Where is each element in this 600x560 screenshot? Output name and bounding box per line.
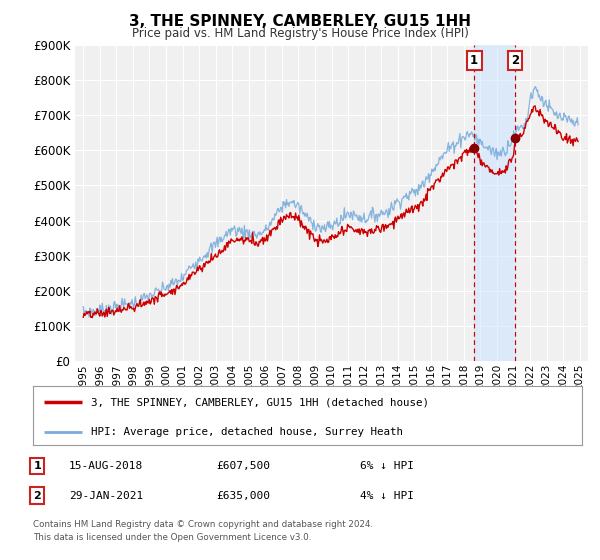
Text: 4% ↓ HPI: 4% ↓ HPI bbox=[360, 491, 414, 501]
Text: 6% ↓ HPI: 6% ↓ HPI bbox=[360, 461, 414, 471]
Text: 15-AUG-2018: 15-AUG-2018 bbox=[69, 461, 143, 471]
Text: 29-JAN-2021: 29-JAN-2021 bbox=[69, 491, 143, 501]
Bar bbox=[474, 45, 515, 361]
Text: HPI: Average price, detached house, Surrey Heath: HPI: Average price, detached house, Surr… bbox=[91, 427, 403, 437]
Text: £607,500: £607,500 bbox=[216, 461, 270, 471]
Text: 2: 2 bbox=[34, 491, 41, 501]
Text: Price paid vs. HM Land Registry's House Price Index (HPI): Price paid vs. HM Land Registry's House … bbox=[131, 27, 469, 40]
Text: 3, THE SPINNEY, CAMBERLEY, GU15 1HH (detached house): 3, THE SPINNEY, CAMBERLEY, GU15 1HH (det… bbox=[91, 397, 428, 407]
Text: This data is licensed under the Open Government Licence v3.0.: This data is licensed under the Open Gov… bbox=[33, 533, 311, 542]
Text: 2: 2 bbox=[511, 54, 519, 67]
Text: 1: 1 bbox=[470, 54, 478, 67]
Text: £635,000: £635,000 bbox=[216, 491, 270, 501]
Text: 1: 1 bbox=[34, 461, 41, 471]
Text: 3, THE SPINNEY, CAMBERLEY, GU15 1HH: 3, THE SPINNEY, CAMBERLEY, GU15 1HH bbox=[129, 14, 471, 29]
Text: Contains HM Land Registry data © Crown copyright and database right 2024.: Contains HM Land Registry data © Crown c… bbox=[33, 520, 373, 529]
